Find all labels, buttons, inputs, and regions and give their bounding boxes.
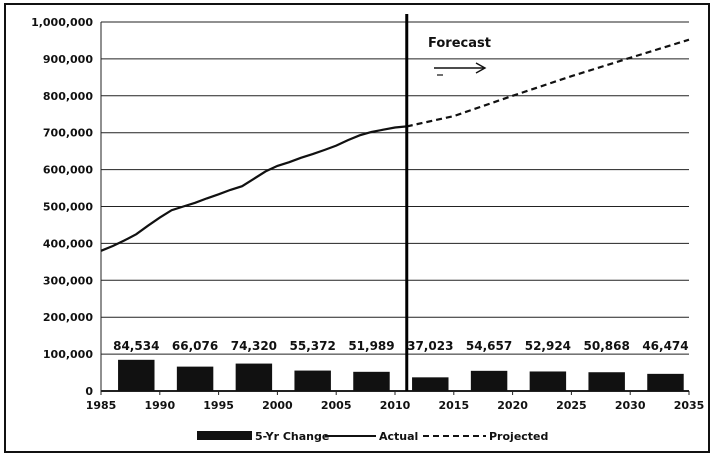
x-tick-label: 2020 — [497, 399, 528, 412]
bar — [529, 371, 567, 391]
bar — [647, 373, 684, 391]
bar-labels-group: 84,534 66,076 74,320 55,372 51,989 37,023 54,6… — [113, 339, 689, 353]
bar — [176, 366, 214, 391]
y-tick-label: 900,000 — [43, 53, 93, 66]
bar-data-label: 66,076 — [172, 339, 218, 353]
forecast-arrow-icon — [434, 62, 487, 76]
x-axis-ticks: 1985 1990 1995 2000 2005 2010 2015 2020 2025 2030… — [86, 391, 705, 412]
arrow-head — [475, 62, 487, 74]
series-projected-line — [406, 38, 690, 128]
bar-data-label: 74,320 — [231, 339, 277, 353]
x-tick-label: 1985 — [86, 399, 117, 412]
bars-group — [118, 359, 684, 391]
y-tick-label: 0 — [85, 385, 93, 398]
x-tick-label: 1990 — [144, 399, 175, 412]
y-tick-label: 200,000 — [43, 311, 93, 324]
x-tick-label: 2000 — [262, 399, 293, 412]
bar — [235, 363, 273, 391]
x-tick-label: 1995 — [203, 399, 234, 412]
legend: 5-Yr Change Actual Projected — [197, 430, 548, 443]
bar-data-label: 50,868 — [584, 339, 630, 353]
y-tick-label: 300,000 — [43, 274, 93, 287]
bar — [294, 370, 331, 391]
bar-data-label: 54,657 — [466, 339, 512, 353]
x-tick-label: 2025 — [556, 399, 587, 412]
grid-lines — [100, 21, 689, 392]
x-tick-label: 2035 — [674, 399, 705, 412]
legend-swatch-bars — [197, 431, 252, 440]
series-actual-line — [100, 125, 407, 252]
y-tick-label: 800,000 — [43, 90, 93, 103]
x-tick-label: 2030 — [615, 399, 646, 412]
x-tick-label: 2015 — [438, 399, 469, 412]
bar — [470, 370, 508, 391]
x-tick-label: 2005 — [321, 399, 352, 412]
bar-data-label: 51,989 — [348, 339, 394, 353]
bar-data-label: 84,534 — [113, 339, 159, 353]
y-tick-label: 400,000 — [43, 237, 93, 250]
x-tick-label: 2010 — [380, 399, 411, 412]
legend-label-projected: Projected — [489, 430, 548, 443]
y-tick-label: 600,000 — [43, 164, 93, 177]
legend-label-actual: Actual — [379, 430, 418, 443]
bar-data-label: 52,924 — [525, 339, 571, 353]
bar-data-label: 55,372 — [290, 339, 336, 353]
bar — [412, 377, 449, 391]
y-tick-label: 500,000 — [43, 201, 93, 214]
y-tick-label: 1,000,000 — [31, 16, 93, 29]
y-tick-label: 700,000 — [43, 127, 93, 140]
y-axis-ticks: 1,000,000 900,000 800,000 700,000 600,000 500… — [31, 16, 93, 398]
legend-label-bars: 5-Yr Change — [255, 430, 329, 443]
forecast-annotation: Forecast — [428, 36, 491, 51]
lines-group — [100, 38, 690, 252]
y-tick-label: 100,000 — [43, 348, 93, 361]
bar-data-label: 46,474 — [642, 339, 688, 353]
bar-data-label: 37,023 — [407, 339, 453, 353]
bar — [353, 371, 390, 391]
bar — [588, 372, 625, 391]
bar — [118, 359, 155, 391]
